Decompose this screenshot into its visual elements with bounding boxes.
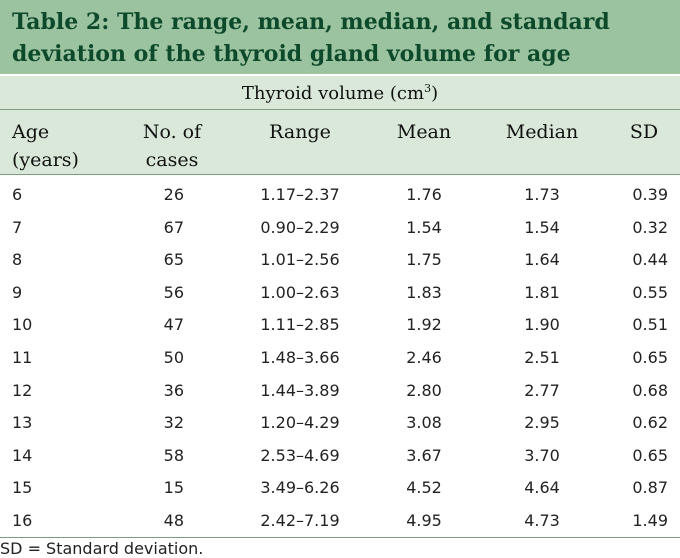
cell-sd: 0.62 (632, 413, 668, 433)
cell-median: 2.77 (524, 380, 560, 400)
table-row: 13 32 1.20–4.29 3.08 2.95 0.62 (0, 407, 680, 440)
column-group-label: Thyroid volume (cm (241, 83, 425, 104)
cell-median: 2.51 (524, 347, 560, 367)
header-mean: Mean (396, 121, 452, 143)
cell-sd: 0.44 (632, 250, 668, 270)
header-age-line-2: (years) (12, 149, 79, 171)
cell-median: 1.90 (524, 315, 560, 335)
cell-mean: 2.46 (406, 347, 442, 367)
cell-mean: 4.95 (406, 510, 442, 530)
table-header-row: Age (years) No. of cases Range Mean Medi… (0, 109, 680, 175)
cell-median: 4.73 (524, 510, 560, 530)
cell-median: 4.64 (524, 478, 560, 498)
cell-median: 1.54 (524, 217, 560, 237)
table-row: 7 67 0.90–2.29 1.54 1.54 0.32 (0, 212, 680, 245)
header-no-of-cases: No. of cases (110, 118, 234, 174)
cell-no-of-cases: 26 (163, 185, 184, 204)
superscript-three: 3 (424, 82, 432, 95)
table-footnote: SD = Standard deviation. (0, 539, 204, 558)
cell-sd: 0.65 (632, 445, 668, 465)
cell-median: 1.81 (524, 282, 560, 302)
table-title-line-1: Table 2: The range, mean, median, and st… (12, 9, 610, 35)
cell-range: 3.49–6.26 (260, 478, 340, 498)
cell-mean: 1.54 (406, 217, 442, 237)
cell-median: 3.70 (524, 445, 560, 465)
cell-range: 1.01–2.56 (260, 250, 340, 270)
cell-no-of-cases: 36 (163, 380, 184, 400)
table-bottom-rule (0, 537, 680, 538)
cell-age: 7 (12, 217, 23, 237)
cell-range: 1.44–3.89 (260, 380, 340, 400)
cell-age: 16 (12, 510, 33, 530)
cell-no-of-cases: 50 (163, 347, 184, 367)
cell-range: 1.48–3.66 (260, 347, 340, 367)
cell-sd: 0.68 (632, 380, 668, 400)
table-row: 11 50 1.48–3.66 2.46 2.51 0.65 (0, 342, 680, 375)
table-row: 9 56 1.00–2.63 1.83 1.81 0.55 (0, 277, 680, 310)
cell-no-of-cases: 65 (163, 250, 184, 270)
table-body: 6 26 1.17–2.37 1.76 1.73 0.39 7 67 0.90–… (0, 179, 680, 538)
header-no-line-1: No. of (142, 121, 202, 143)
cell-sd: 0.32 (632, 217, 668, 237)
cell-median: 2.95 (524, 413, 560, 433)
column-group-label-close: ) (431, 83, 439, 104)
cell-mean: 1.83 (406, 282, 442, 302)
cell-mean: 4.52 (406, 478, 442, 498)
cell-no-of-cases: 32 (163, 413, 184, 433)
cell-sd: 1.49 (632, 510, 668, 530)
table-row: 12 36 1.44–3.89 2.80 2.77 0.68 (0, 375, 680, 408)
cell-no-of-cases: 48 (163, 510, 184, 530)
cell-sd: 0.87 (632, 478, 668, 498)
table-row: 10 47 1.11–2.85 1.92 1.90 0.51 (0, 309, 680, 342)
cell-age: 12 (12, 380, 33, 400)
cell-range: 2.53–4.69 (260, 445, 340, 465)
header-sd: SD (629, 121, 659, 143)
cell-sd: 0.65 (632, 347, 668, 367)
cell-range: 2.42–7.19 (260, 510, 340, 530)
header-no-line-2: cases (145, 149, 199, 171)
cell-median: 1.64 (524, 250, 560, 270)
table-row: 6 26 1.17–2.37 1.76 1.73 0.39 (0, 179, 680, 212)
cell-mean: 2.80 (406, 380, 442, 400)
cell-age: 15 (12, 478, 33, 498)
cell-range: 1.17–2.37 (260, 185, 340, 204)
cell-mean: 3.67 (406, 445, 442, 465)
cell-mean: 3.08 (406, 413, 442, 433)
cell-age: 10 (12, 315, 33, 335)
cell-age: 11 (12, 347, 33, 367)
cell-age: 13 (12, 413, 33, 433)
cell-sd: 0.51 (632, 315, 668, 335)
table-title-line-2: deviation of the thyroid gland volume fo… (12, 41, 571, 67)
cell-age: 9 (12, 282, 23, 302)
table-title: Table 2: The range, mean, median, and st… (0, 0, 680, 74)
cell-median: 1.73 (524, 185, 560, 204)
cell-range: 1.20–4.29 (260, 413, 340, 433)
header-median: Median (505, 121, 579, 143)
cell-range: 0.90–2.29 (260, 217, 340, 237)
cell-mean: 1.76 (406, 185, 442, 204)
cell-no-of-cases: 58 (163, 445, 184, 465)
cell-no-of-cases: 15 (163, 478, 184, 498)
header-range: Range (269, 121, 331, 143)
header-age: Age (years) (12, 118, 79, 174)
cell-age: 8 (12, 250, 23, 270)
cell-no-of-cases: 47 (163, 315, 184, 335)
cell-mean: 1.92 (406, 315, 442, 335)
table-row: 14 58 2.53–4.69 3.67 3.70 0.65 (0, 440, 680, 473)
cell-no-of-cases: 67 (163, 217, 184, 237)
cell-mean: 1.75 (406, 250, 442, 270)
cell-age: 14 (12, 445, 33, 465)
cell-sd: 0.55 (632, 282, 668, 302)
table-row: 15 15 3.49–6.26 4.52 4.64 0.87 (0, 472, 680, 505)
cell-age: 6 (12, 185, 23, 204)
table-row: 8 65 1.01–2.56 1.75 1.64 0.44 (0, 244, 680, 277)
cell-range: 1.00–2.63 (260, 282, 340, 302)
table-row: 16 48 2.42–7.19 4.95 4.73 1.49 (0, 505, 680, 538)
cell-no-of-cases: 56 (163, 282, 184, 302)
cell-range: 1.11–2.85 (260, 315, 340, 335)
header-age-line-1: Age (12, 121, 50, 143)
cell-sd: 0.39 (632, 185, 668, 204)
column-group-header: Thyroid volume (cm3) (0, 76, 680, 109)
